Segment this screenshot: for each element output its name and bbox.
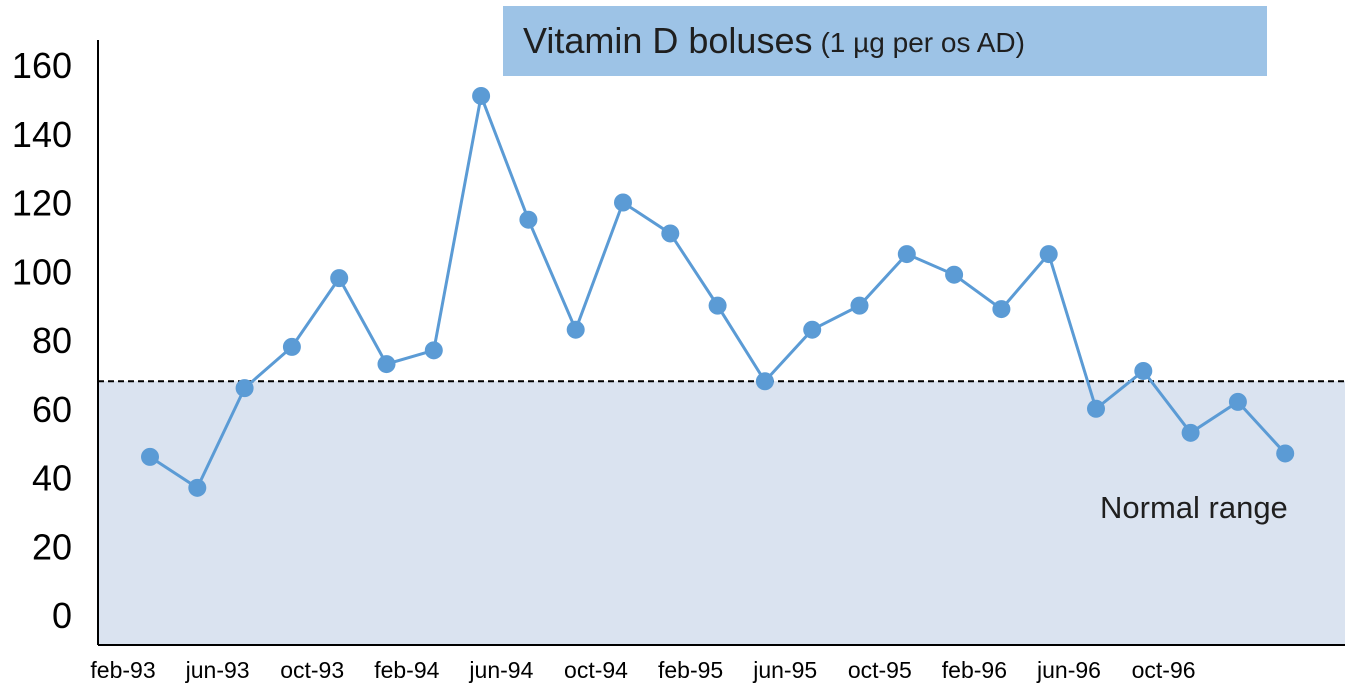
data-point: [566, 320, 585, 339]
x-tick-label: feb-93: [90, 657, 155, 683]
y-tick-label: 120: [12, 183, 72, 224]
data-point: [330, 269, 349, 288]
y-tick-label: 40: [32, 458, 72, 499]
data-point: [519, 210, 538, 229]
x-tick-label: jun-95: [752, 657, 817, 683]
data-point: [708, 296, 727, 315]
data-point: [1181, 423, 1200, 442]
x-tick-label: jun-94: [468, 657, 533, 683]
chart-subtitle: (1 µg per os AD): [820, 27, 1025, 58]
x-tick-label: jun-96: [1036, 657, 1101, 683]
data-point: [472, 86, 491, 105]
data-point: [850, 296, 869, 315]
y-tick-label: 60: [32, 389, 72, 430]
data-point: [282, 337, 301, 356]
normal-range-label: Normal range: [1100, 490, 1288, 525]
data-point: [1087, 399, 1105, 418]
data-point: [661, 224, 680, 243]
data-point: [755, 372, 774, 391]
data-point: [235, 379, 254, 398]
data-point: [614, 193, 632, 212]
x-tick-label: feb-96: [942, 657, 1007, 683]
x-tick-label: oct-94: [564, 657, 628, 683]
normal-range-band: [98, 381, 1345, 645]
data-point: [377, 355, 396, 374]
chart-title: Vitamin D boluses: [523, 20, 813, 61]
data-point: [897, 245, 916, 264]
data-point: [992, 300, 1011, 319]
data-point: [803, 320, 822, 339]
y-tick-label: 160: [12, 45, 72, 86]
data-point: [945, 265, 964, 284]
data-point: [188, 478, 207, 497]
data-point: [424, 341, 443, 360]
y-tick-label: 80: [32, 320, 72, 361]
series-points: [141, 86, 1295, 497]
x-tick-label: oct-95: [848, 657, 912, 683]
data-point: [1039, 245, 1058, 264]
y-tick-label: 20: [32, 526, 72, 567]
x-tick-label: oct-93: [280, 657, 344, 683]
x-tick-label: feb-95: [658, 657, 723, 683]
data-point: [1134, 361, 1153, 380]
x-tick-label: feb-94: [374, 657, 439, 683]
data-point: [141, 447, 159, 466]
data-point: [1228, 392, 1247, 411]
data-point: [1276, 444, 1295, 463]
x-tick-label: jun-93: [185, 657, 250, 683]
chart-title-box: Vitamin D boluses (1 µg per os AD): [503, 6, 1267, 76]
y-tick-labels: 0 20 40 60 80 100 120 140 160: [12, 45, 72, 636]
x-tick-labels: feb-93 jun-93 oct-93 feb-94 jun-94 oct-94 feb-…: [90, 657, 1195, 683]
y-tick-label: 140: [12, 114, 72, 155]
y-tick-label: 100: [12, 251, 72, 292]
x-tick-label: oct-96: [1132, 657, 1196, 683]
y-tick-label: 0: [52, 595, 72, 636]
